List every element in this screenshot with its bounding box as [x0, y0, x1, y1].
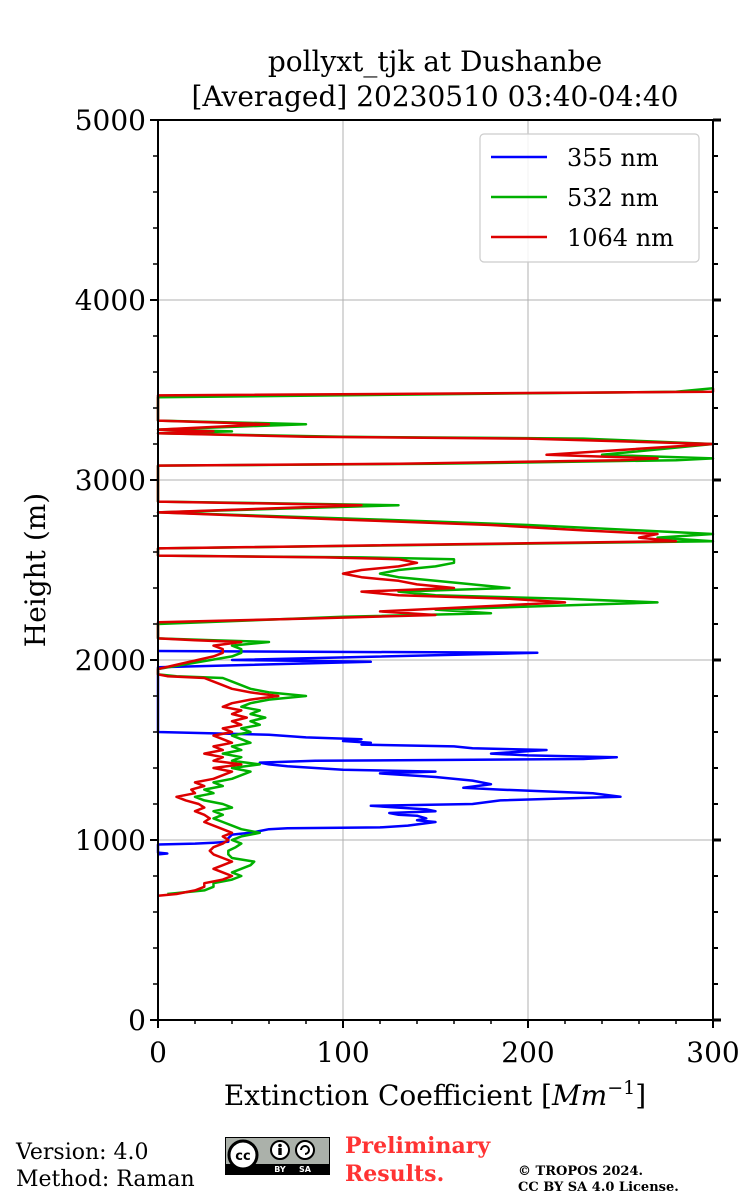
badge-by-text: BY: [274, 1165, 286, 1174]
method-text: Method: Raman: [16, 1167, 195, 1192]
y-tick-label-5000: 5000: [75, 104, 146, 137]
preliminary-results-note: Preliminary Results.: [345, 1132, 490, 1188]
x-axis-label-end: ]: [635, 1079, 646, 1112]
cc-by-sa-badge-icon: cc BY SA: [225, 1137, 330, 1175]
copyright-line-1: © TROPOS 2024.: [518, 1164, 644, 1179]
x-tick-label-0: 0: [149, 1036, 167, 1069]
legend-label-355: 355 nm: [567, 144, 659, 172]
x-tick-label-300: 300: [686, 1036, 739, 1069]
version-text: Version: 4.0: [16, 1140, 149, 1165]
svg-text:cc: cc: [235, 1149, 250, 1164]
legend: 355 nm 532 nm 1064 nm: [479, 133, 700, 263]
version-method-block: Version: 4.0 Method: Raman: [16, 1139, 195, 1193]
y-tick-label-3000: 3000: [75, 464, 146, 497]
series-line-355-nm: [156, 649, 622, 856]
x-axis-label-exponent: −1: [607, 1077, 635, 1099]
copyright-notice: © TROPOS 2024. CC BY SA 4.0 License.: [518, 1164, 679, 1196]
chart-subtitle: [Averaged] 20230510 03:40-04:40: [192, 80, 679, 113]
y-tick-label-1000: 1000: [75, 824, 146, 857]
y-tick-label-4000: 4000: [75, 284, 146, 317]
plot-frame: [157, 119, 714, 1021]
x-tick-label-200: 200: [501, 1036, 554, 1069]
y-tick-label-0: 0: [128, 1004, 146, 1037]
y-tick-label-2000: 2000: [75, 644, 146, 677]
legend-box: [479, 133, 700, 263]
series-layer: [156, 386, 715, 898]
legend-label-1064: 1064 nm: [567, 224, 674, 252]
x-tick-label-100: 100: [316, 1036, 369, 1069]
copyright-line-2: CC BY SA 4.0 License.: [518, 1180, 679, 1195]
preliminary-line-1: Preliminary: [345, 1133, 491, 1159]
x-axis-label-unit: Mm: [551, 1079, 607, 1112]
legend-label-532: 532 nm: [567, 184, 659, 212]
preliminary-line-2: Results.: [345, 1161, 445, 1187]
chart-title: pollyxt_tjk at Dushanbe: [268, 45, 602, 78]
series-line-532-nm: [156, 386, 715, 896]
x-axis-label: Extinction Coefficient [Mm−1]: [224, 1077, 646, 1112]
x-axis-label-text: Extinction Coefficient [: [224, 1079, 552, 1112]
y-axis-label: Height (m): [19, 493, 52, 647]
series-line-1064-nm: [156, 388, 715, 898]
badge-sa-text: SA: [299, 1165, 312, 1174]
